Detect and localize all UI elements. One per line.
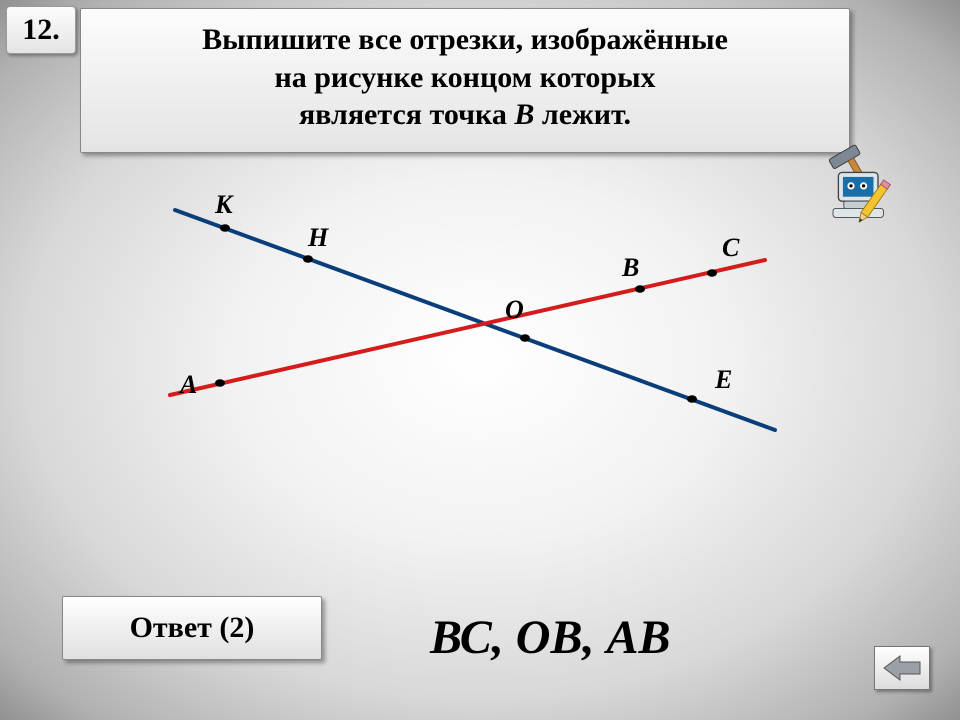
diagram-svg xyxy=(130,175,830,455)
point-label-O: О xyxy=(505,295,524,325)
point-label-N: Н xyxy=(308,223,328,253)
back-arrow-icon xyxy=(882,653,922,683)
answer-text: ВС, ОВ, АВ xyxy=(430,610,671,665)
question-box: Выпишите все отрезки, изображённые на ри… xyxy=(80,8,850,153)
question-line-2: на рисунке концом которых xyxy=(101,59,829,97)
clipart-icon xyxy=(815,140,905,230)
point-label-K: К xyxy=(215,190,233,220)
answer-button[interactable]: Ответ (2) xyxy=(62,596,322,660)
diagram: К Н О В С Е А xyxy=(130,175,830,455)
problem-number-badge: 12. xyxy=(6,6,76,54)
point-label-A: А xyxy=(180,370,197,400)
nav-back-button[interactable] xyxy=(874,646,930,690)
point-label-C: С xyxy=(722,233,739,263)
point-label-E: Е xyxy=(715,365,732,395)
answer-button-label: Ответ (2) xyxy=(130,611,255,645)
question-line-1: Выпишите все отрезки, изображённые xyxy=(101,21,829,59)
problem-number: 12. xyxy=(22,13,60,47)
point-label-B: В xyxy=(622,253,639,283)
question-line-3: является точка В лежит. xyxy=(101,96,829,134)
